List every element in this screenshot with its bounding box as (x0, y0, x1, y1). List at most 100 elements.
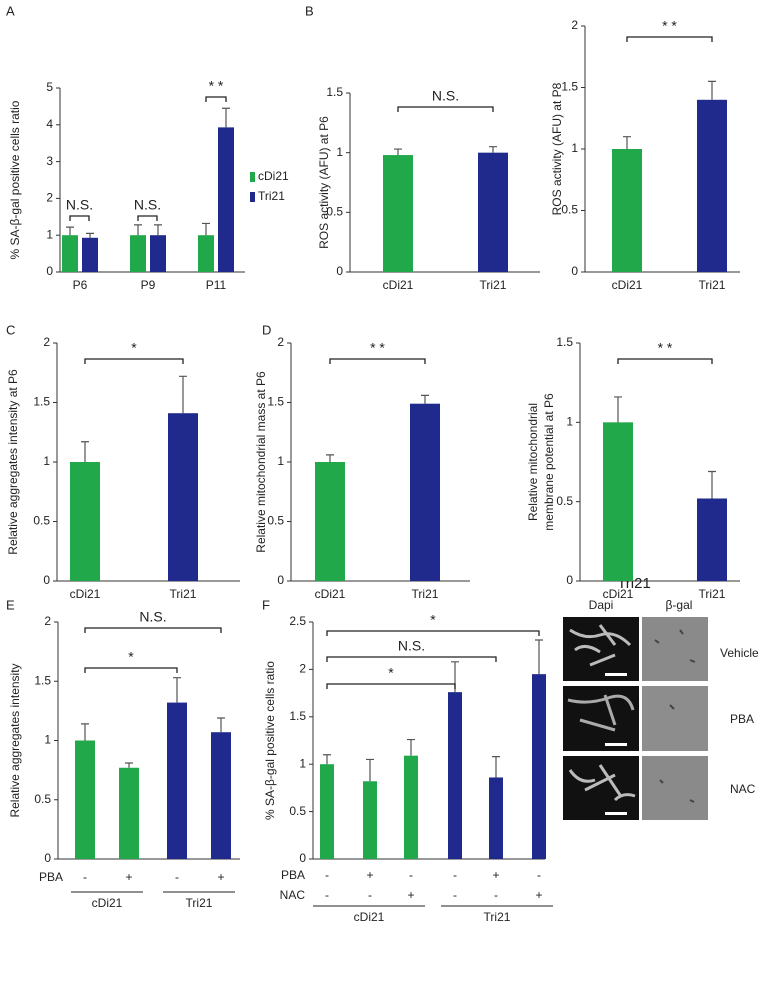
condition-value: + (366, 868, 373, 882)
legend-swatch (250, 172, 255, 182)
y-tick-label: 0.5 (34, 792, 51, 806)
bar (70, 462, 100, 581)
bar (75, 740, 95, 859)
panel-letter: C (6, 322, 15, 337)
y-tick-label: 0.5 (326, 205, 343, 219)
condition-name: PBA (39, 870, 63, 884)
bar (315, 462, 345, 581)
y-tick-label: 2 (44, 614, 51, 628)
y-tick-label: 0 (566, 573, 573, 587)
condition-value: + (535, 888, 542, 902)
significance-label: * (430, 612, 436, 628)
bar (150, 235, 166, 272)
condition-value: + (492, 868, 499, 882)
error-bar (323, 754, 331, 765)
condition-value: - (175, 870, 179, 884)
condition-value: - (453, 868, 457, 882)
bar (320, 764, 334, 859)
bar (532, 674, 546, 859)
image (642, 617, 708, 681)
y-tick-label: 0.5 (267, 514, 284, 528)
significance-bracket (326, 630, 540, 636)
error-bar (421, 394, 429, 404)
y-tick-label: 1.5 (561, 80, 578, 94)
significance-label: N.S. (398, 638, 425, 654)
error-bar (222, 107, 230, 128)
condition-value: - (453, 888, 457, 902)
x-tick-label: P9 (141, 278, 156, 292)
legend-swatch (250, 192, 255, 202)
significance-label: * * (662, 18, 677, 34)
chart: A 0 1 2 3 4 5 % SA-β-gal positive cells ratio P6… (6, 3, 289, 292)
x-tick-label: cDi21 (603, 587, 634, 601)
group-label: Tri21 (186, 896, 213, 910)
error-bar (535, 639, 543, 675)
chart: D 0 0.5 1 1.5 2 Relative mitochondrial mass at… (254, 322, 470, 601)
micrograph-panel: Tri21 Dapi β-gal Vehicle PBA NAC (563, 575, 759, 820)
row-label: Vehicle (720, 646, 759, 660)
legend-label: Tri21 (258, 189, 285, 203)
x-tick-label: cDi21 (612, 278, 643, 292)
significance-label: * * (209, 78, 224, 94)
error-bar (86, 232, 94, 238)
y-tick-label: 1.5 (326, 85, 343, 99)
condition-value: - (368, 888, 372, 902)
bar (82, 237, 98, 272)
significance-bracket (137, 215, 158, 221)
bar (603, 422, 633, 581)
y-tick-label: 2 (46, 191, 53, 205)
y-tick-label: 2 (571, 18, 578, 32)
y-axis-label: % SA-β-gal positive cells ratio (8, 100, 22, 259)
error-bar (708, 80, 716, 100)
condition-value: + (125, 870, 132, 884)
significance-label: * (128, 649, 134, 665)
significance-bracket (84, 667, 178, 673)
bar (218, 127, 234, 272)
group-label: cDi21 (92, 896, 123, 910)
y-tick-label: 1 (336, 145, 343, 159)
condition-value: - (83, 870, 87, 884)
significance-bracket (69, 215, 90, 221)
bar (404, 755, 418, 859)
condition-name: PBA (281, 868, 305, 882)
y-axis-label: Relative mitochondrial (526, 403, 540, 521)
group-label: Tri21 (484, 910, 511, 924)
y-tick-label: 2 (43, 335, 50, 349)
chart: 0 0.5 1 1.5 2 ROS activity (AFU) at P8 cDi21 Tr… (550, 18, 740, 292)
significance-bracket (329, 358, 426, 364)
y-tick-label: 1.5 (34, 673, 51, 687)
y-tick-label: 1 (299, 756, 306, 770)
error-bar (407, 738, 415, 756)
y-tick-label: 2 (299, 662, 306, 676)
y-axis-label: % SA-β-gal positive cells ratio (263, 661, 277, 820)
error-bar (173, 677, 181, 703)
condition-value: - (409, 868, 413, 882)
significance-label: * (131, 340, 137, 356)
y-tick-label: 0 (336, 264, 343, 278)
y-tick-label: 2 (277, 335, 284, 349)
y-tick-label: 5 (46, 80, 53, 94)
x-tick-label: Tri21 (170, 587, 197, 601)
significance-label: N.S. (134, 197, 161, 213)
significance-bracket (84, 627, 222, 633)
group-label: cDi21 (354, 910, 385, 924)
y-tick-label: 0.5 (561, 203, 578, 217)
y-tick-label: 1 (44, 733, 51, 747)
bar (697, 99, 727, 272)
error-bar (81, 441, 89, 462)
chart: 0 0.5 1 1.5 Relative mitochondrial membrane p… (526, 335, 740, 601)
panel-letter: E (6, 597, 15, 612)
error-bar (202, 222, 210, 236)
x-tick-label: cDi21 (70, 587, 101, 601)
y-axis-label: Relative mitochondrial mass at P6 (254, 371, 268, 553)
panel-letter: A (6, 3, 15, 18)
condition-name: NAC (280, 888, 306, 902)
bar (410, 403, 440, 581)
scale-bar (605, 812, 627, 815)
error-bar (326, 454, 334, 462)
bar (130, 235, 146, 272)
bar (167, 702, 187, 859)
bar (697, 498, 727, 581)
dapi-images (563, 617, 639, 820)
